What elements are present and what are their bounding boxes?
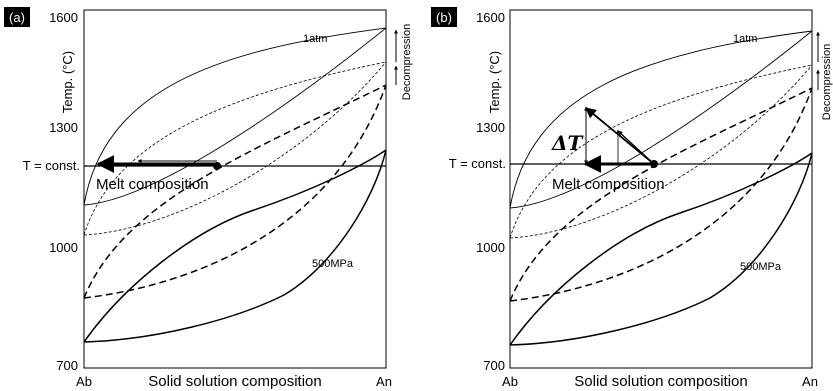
label-500mpa-a: 500MPa — [312, 258, 354, 270]
svg-text:(b): (b) — [436, 10, 452, 25]
panel-b: (b) 1600 1300 1000 700 Temp. (°C) T = co… — [431, 7, 833, 390]
y-tick-700: 700 — [56, 358, 78, 373]
delta-t-label: ΔT — [551, 131, 585, 155]
y-tick-1000-b: 1000 — [476, 240, 505, 255]
svg-text:(a): (a) — [9, 10, 25, 25]
decompression-label-b: Decompression — [821, 44, 833, 120]
y-tick-1300-b: 1300 — [476, 120, 505, 135]
const-label-a: T = const. — [23, 158, 80, 173]
label-1atm-a: 1atm — [303, 33, 327, 45]
y-tick-1600-b: 1600 — [476, 10, 505, 25]
melt-label-a: Melt composition — [96, 176, 209, 193]
x-left-label-a: Ab — [76, 374, 92, 389]
const-label-b: T = const. — [449, 156, 506, 171]
label-1atm-b: 1atm — [733, 33, 757, 45]
y-tick-700-b: 700 — [483, 358, 505, 373]
composition-point-a — [213, 162, 221, 170]
x-right-label-b: An — [802, 374, 818, 389]
x-axis-label-a: Solid solution composition — [148, 373, 321, 390]
delta-t-arrow-small — [617, 130, 655, 165]
panel-a-tag: (a) — [4, 7, 30, 27]
panel-b-tag: (b) — [431, 7, 457, 27]
label-500mpa-b: 500MPa — [740, 261, 782, 273]
panel-a: (a) 1600 1300 1000 700 Temp. (°C) T = co… — [4, 7, 413, 390]
y-tick-1300: 1300 — [49, 120, 78, 135]
y-axis-label: Temp. (°C) — [60, 51, 75, 113]
y-tick-1000: 1000 — [49, 240, 78, 255]
plot-frame-a — [83, 9, 387, 369]
melt-label-b: Melt composition — [552, 176, 665, 193]
y-tick-1600: 1600 — [49, 10, 78, 25]
x-axis-label-b: Solid solution composition — [574, 373, 747, 390]
delta-t-arrow — [585, 107, 655, 165]
plot-frame-b — [509, 9, 813, 369]
y-axis-label-b: Temp. (°C) — [487, 51, 502, 113]
decompression-label-a: Decompression — [401, 24, 413, 100]
x-right-label-a: An — [376, 374, 392, 389]
x-left-label-b: Ab — [502, 374, 518, 389]
